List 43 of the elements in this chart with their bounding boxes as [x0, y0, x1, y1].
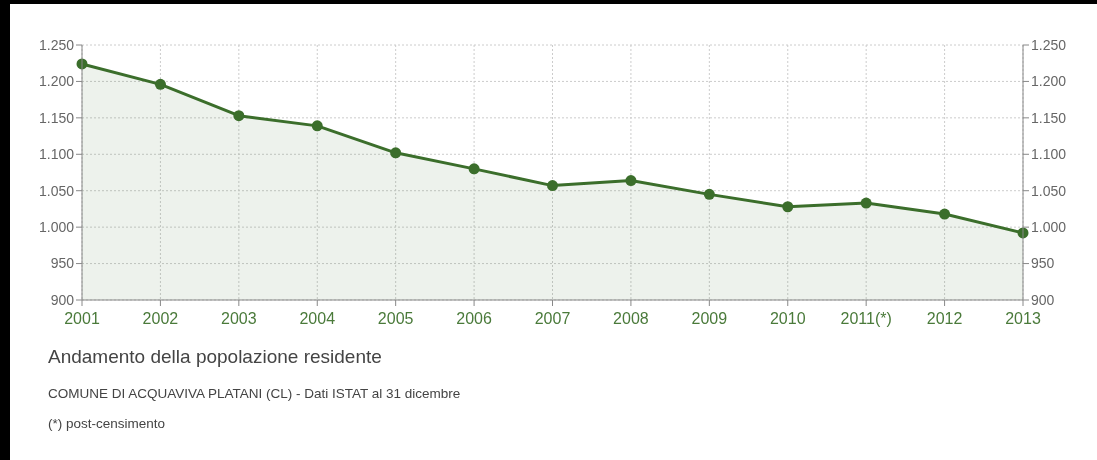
x-tick-label: 2012 [926, 310, 963, 327]
point [547, 180, 558, 192]
point [233, 110, 245, 122]
y-tick-label: 1.250 [38, 36, 75, 53]
x-tick-label: 2003 [221, 310, 257, 327]
point [625, 175, 637, 187]
point [154, 78, 166, 90]
x-tick-label: 2009 [691, 310, 728, 327]
y2-tick-label: 1.000 [1031, 219, 1067, 236]
x-tick-label: 2006 [456, 310, 492, 327]
point [703, 188, 715, 200]
y-tick-label: 1.100 [38, 146, 75, 163]
y2-tick-label: 1.200 [1031, 73, 1067, 90]
y2-tick-label: 1.150 [1031, 109, 1067, 126]
x-tick-label: 2007 [534, 310, 571, 327]
text: (*) post-censimento [48, 416, 166, 431]
point [390, 147, 402, 159]
text: COMUNE DI ACQUAVIVA PLATANI (CL) - Dati ISTAT al 31 dicembre [48, 386, 461, 401]
y-tick-label: 900 [50, 291, 75, 308]
point [311, 120, 323, 132]
x-tick-label: 2011(*) [840, 310, 892, 327]
y2-tick-label: 1.050 [1031, 182, 1067, 199]
y-tick-label: 1.000 [38, 219, 75, 236]
x-tick-label: 2008 [613, 310, 649, 327]
y2-tick-label: 1.250 [1031, 36, 1067, 53]
y-tick-label: 1.050 [38, 182, 75, 199]
y-tick-label: 950 [50, 255, 75, 272]
x-tick-label: 2005 [377, 310, 414, 327]
y-tick-label: 1.200 [38, 73, 75, 90]
y2-tick-label: 1.100 [1031, 146, 1067, 163]
text: Andamento della popolazione residente [48, 346, 382, 367]
y2-tick-label: 950 [1031, 255, 1055, 272]
x-tick-label: 2004 [299, 310, 336, 327]
point [939, 208, 951, 220]
x-tick-label: 2013 [1005, 310, 1041, 327]
x-tick-label: 2010 [769, 310, 806, 327]
point [468, 163, 480, 175]
y2-tick-label: 900 [1031, 291, 1055, 308]
y-tick-label: 1.150 [38, 109, 75, 126]
point [860, 197, 872, 209]
x-tick-label: 2001 [64, 310, 100, 327]
x-tick-label: 2002 [142, 310, 179, 327]
point [782, 201, 794, 213]
